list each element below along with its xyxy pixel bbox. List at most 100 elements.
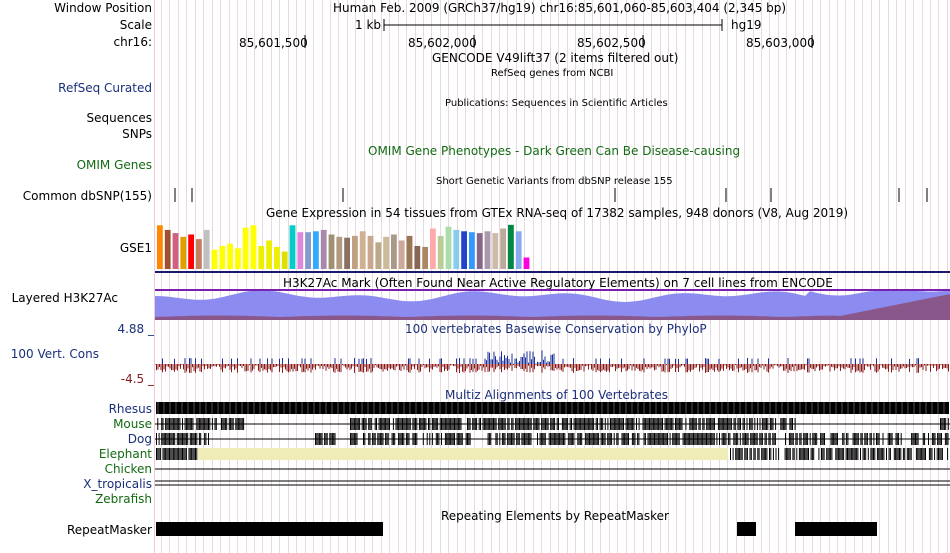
gencode-title[interactable]: GENCODE V49lift37 (2 items filtered out) — [432, 51, 679, 65]
elephant-block — [787, 448, 789, 460]
dog-block — [721, 433, 723, 445]
mouse-block — [754, 418, 756, 430]
gtex-label[interactable]: GSE1 — [119, 241, 152, 255]
dog-block — [182, 433, 183, 445]
elephant-block — [895, 448, 897, 460]
gtex-tissue-bar — [445, 226, 452, 269]
elephant-block — [860, 448, 861, 460]
omim-label[interactable]: OMIM Genes — [76, 158, 152, 172]
species-dog[interactable]: Dog — [127, 432, 152, 446]
dog-block — [587, 433, 589, 445]
species-rhesus[interactable]: Rhesus — [108, 402, 152, 416]
gtex-bar-chart[interactable] — [155, 222, 535, 270]
dog-block — [378, 433, 380, 445]
dog-block — [711, 433, 713, 445]
refseq-label[interactable]: RefSeq Curated — [58, 81, 152, 95]
dog-block — [739, 433, 741, 445]
mouse-block — [642, 418, 644, 430]
species-zebrafish[interactable]: Zebrafish — [95, 492, 152, 506]
grid-line — [253, 0, 255, 553]
dog-block — [843, 433, 845, 445]
elephant-block — [897, 448, 899, 460]
dog-block — [722, 433, 724, 445]
elephant-block — [853, 448, 855, 460]
mouse-block — [387, 418, 389, 430]
multiz-title[interactable]: Multiz Alignments of 100 Vertebrates — [445, 388, 669, 402]
dog-block — [487, 433, 489, 445]
phylop-signal[interactable] — [155, 336, 950, 386]
grid-line — [532, 0, 534, 553]
mouse-block — [617, 418, 619, 430]
phylop-title[interactable]: 100 vertebrates Basewise Conservation by… — [405, 322, 707, 336]
dog-block — [835, 433, 837, 445]
dbsnp-label[interactable]: Common dbSNP(155) — [22, 189, 152, 203]
mouse-block — [240, 418, 242, 430]
repeat-label[interactable]: RepeatMasker — [66, 523, 152, 537]
grid-line — [321, 0, 323, 553]
dog-block — [847, 433, 849, 445]
mouse-block — [435, 418, 437, 430]
dog-block — [687, 433, 689, 445]
species-mouse[interactable]: Mouse — [113, 417, 152, 431]
multiz-alignments[interactable] — [155, 401, 950, 493]
h3k27ac-layer-2 — [155, 294, 950, 320]
dog-block — [746, 433, 748, 445]
mouse-block — [764, 418, 766, 430]
dog-block — [504, 433, 506, 445]
elephant-block — [870, 448, 872, 460]
dog-block — [876, 433, 877, 445]
dog-block — [882, 433, 884, 445]
elephant-block — [167, 448, 169, 460]
mouse-block — [702, 418, 704, 430]
dog-block — [329, 433, 331, 445]
mouse-block — [376, 418, 377, 430]
species-elephant[interactable]: Elephant — [98, 447, 152, 461]
elephant-block — [900, 448, 902, 460]
dog-block — [415, 433, 416, 445]
dog-block — [572, 433, 574, 445]
mouse-block — [738, 418, 740, 430]
scale-assembly: hg19 — [731, 18, 762, 32]
dbsnp-variants — [174, 188, 928, 202]
omim-title[interactable]: OMIM Gene Phenotypes - Dark Green Can Be… — [368, 144, 741, 158]
elephant-block — [754, 448, 756, 460]
elephant-block — [917, 448, 919, 460]
elephant-block — [915, 448, 917, 460]
h3k27ac-signal[interactable] — [155, 289, 950, 321]
mouse-block — [446, 418, 448, 430]
repeatmasker-blocks[interactable] — [155, 521, 950, 537]
grid-line — [904, 0, 906, 553]
dbsnp-title[interactable]: Short Genetic Variants from dbSNP releas… — [436, 176, 673, 187]
dog-block — [594, 433, 596, 445]
dog-block — [719, 433, 720, 445]
window-position-value[interactable]: Human Feb. 2009 (GRCh37/hg19) chr16:85,6… — [333, 1, 787, 15]
gtex-title[interactable]: Gene Expression in 54 tissues from GTEx … — [266, 206, 849, 220]
mouse-block — [402, 418, 403, 430]
dog-block — [179, 433, 181, 445]
mouse-block — [695, 418, 697, 430]
h3k27ac-label[interactable]: Layered H3K27Ac — [11, 291, 118, 305]
dog-block — [444, 433, 446, 445]
species-x-tropicalis[interactable]: X_tropicalis — [83, 477, 152, 491]
h3k27ac-title[interactable]: H3K27Ac Mark (Often Found Near Active Re… — [283, 276, 833, 290]
mouse-block — [454, 418, 455, 430]
phylop-label[interactable]: 100 Vert. Cons — [10, 347, 99, 361]
species-chicken[interactable]: Chicken — [104, 462, 152, 476]
dog-block — [887, 433, 889, 445]
dog-block — [917, 433, 919, 445]
refseq-title[interactable]: RefSeq genes from NCBI — [491, 68, 614, 79]
dog-block — [603, 433, 605, 445]
sequences-label[interactable]: Sequences — [86, 111, 152, 125]
dog-block — [590, 433, 592, 445]
grid-line — [735, 0, 737, 553]
grid-line — [769, 0, 771, 553]
snps-label[interactable]: SNPs — [122, 127, 152, 141]
repeat-title[interactable]: Repeating Elements by RepeatMasker — [441, 509, 669, 523]
dog-block — [796, 433, 798, 445]
dog-block — [820, 433, 822, 445]
repeat-element — [156, 522, 383, 536]
dog-block — [693, 433, 694, 445]
mouse-block — [675, 418, 676, 430]
grid-line — [634, 0, 636, 553]
publications-title[interactable]: Publications: Sequences in Scientific Ar… — [445, 98, 668, 109]
